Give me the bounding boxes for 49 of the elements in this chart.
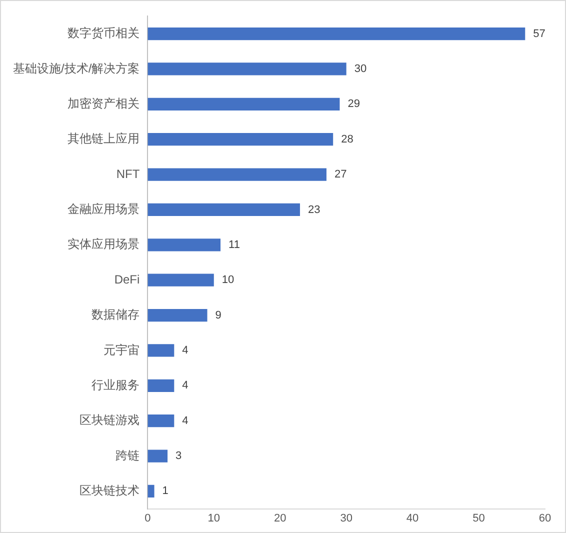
bar	[148, 379, 174, 392]
bar	[148, 450, 168, 462]
y-tick-label: 区块链游戏	[80, 413, 140, 428]
x-tick-label: 20	[274, 512, 286, 524]
y-tick-label: 加密资产相关	[68, 96, 140, 110]
data-label: 4	[182, 380, 188, 392]
x-tick-label: 10	[208, 512, 220, 524]
y-tick-label: 实体应用场景	[68, 237, 140, 252]
bar	[148, 414, 174, 428]
y-tick-label: 区块链技术	[80, 484, 140, 498]
y-tick-label: NFT	[116, 166, 140, 181]
y-tick-label: 行业服务	[92, 378, 140, 392]
bar	[148, 27, 526, 40]
bar	[148, 133, 334, 146]
bar	[148, 308, 208, 322]
data-label: 3	[176, 450, 182, 462]
bar	[148, 484, 154, 498]
data-label: 28	[341, 133, 354, 146]
data-label: 4	[182, 414, 188, 427]
data-label: 29	[348, 98, 360, 110]
data-label: 30	[354, 63, 367, 76]
data-label: 1	[162, 485, 168, 498]
x-tick-label: 30	[340, 512, 352, 524]
y-tick-label: 元宇宙	[104, 342, 140, 357]
y-tick-label: 数字货币相关	[68, 26, 140, 40]
x-tick-label: 50	[472, 512, 485, 524]
x-tick-label: 0	[144, 512, 151, 524]
data-label: 9	[215, 309, 222, 322]
x-tick-label: 60	[538, 512, 552, 524]
data-label: 4	[182, 344, 188, 356]
y-tick-label: DeFi	[114, 272, 140, 286]
bar	[148, 238, 221, 252]
data-label: 10	[222, 274, 234, 286]
data-label: 57	[533, 28, 546, 40]
y-tick-label: 基础设施/技术/解决方案	[12, 61, 140, 76]
y-tick-label: 跨链	[116, 448, 140, 462]
bar	[148, 62, 346, 76]
data-label: 23	[308, 204, 320, 216]
bar	[148, 98, 340, 110]
bar	[148, 203, 300, 216]
x-tick-label: 40	[406, 512, 419, 524]
bar	[148, 168, 326, 181]
y-tick-label: 数据储存	[92, 308, 140, 322]
bar	[148, 344, 174, 357]
data-label: 11	[228, 238, 240, 251]
bar	[148, 274, 214, 286]
data-label: 27	[334, 168, 347, 181]
y-tick-label: 金融应用场景	[68, 202, 140, 216]
y-tick-label: 其他链上应用	[68, 132, 140, 146]
